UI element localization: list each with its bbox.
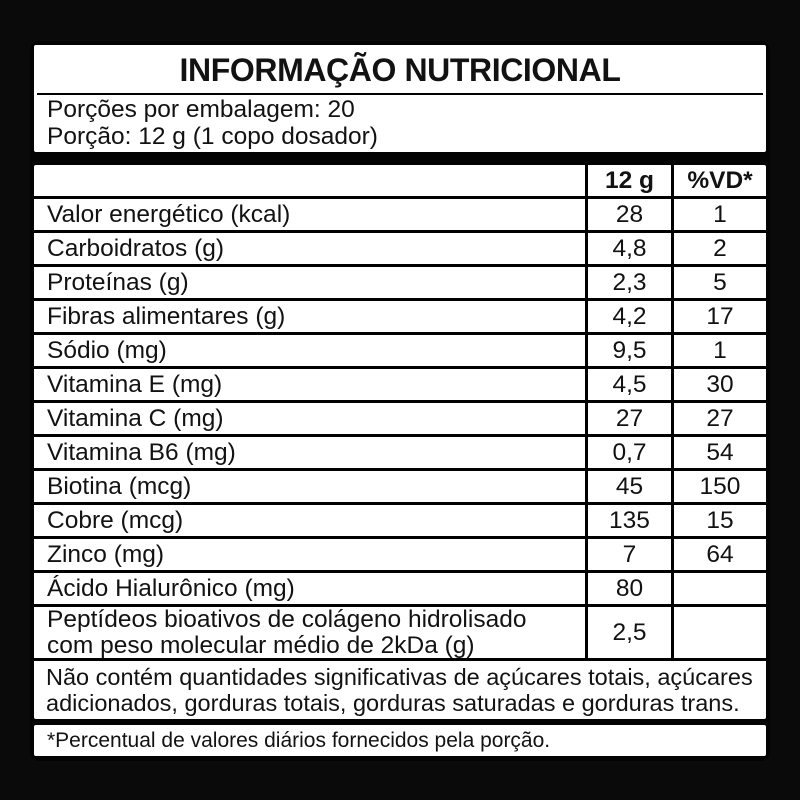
nutrient-amount: 2,3 <box>585 267 671 298</box>
nutrient-row: Biotina (mcg) 45 150 <box>34 471 766 505</box>
nutrient-amount: 135 <box>585 505 671 536</box>
nutrient-row: Vitamina E (mg) 4,5 30 <box>34 369 766 403</box>
column-header-nutrient <box>34 165 585 196</box>
label-header-box: INFORMAÇÃO NUTRICIONAL Porções por embal… <box>34 45 766 152</box>
table-header-row: 12 g %VD* <box>34 165 766 199</box>
nutrient-amount: 4,2 <box>585 301 671 332</box>
nutrient-name: Peptídeos bioativos de colágeno hidrolis… <box>47 606 527 659</box>
nutrient-amount: 27 <box>585 403 671 434</box>
nutrient-name: Fibras alimentares (g) <box>47 302 286 330</box>
nutrient-amount: 2,5 <box>585 607 671 659</box>
no-significant-amounts-note: Não contém quantidades significativas de… <box>46 664 753 716</box>
nutrient-amount: 7 <box>585 539 671 570</box>
serving-size: Porção: 12 g (1 copo dosador) <box>47 123 378 150</box>
nutrient-row: Peptídeos bioativos de colágeno hidrolis… <box>34 607 766 661</box>
nutrient-row: Fibras alimentares (g) 4,2 17 <box>34 301 766 335</box>
nutrient-dv: 150 <box>671 471 766 502</box>
nutrient-row: Ácido Hialurônico (mg) 80 <box>34 573 766 607</box>
nutrient-dv: 64 <box>671 539 766 570</box>
nutrient-dv <box>671 607 766 659</box>
nutrient-amount: 4,5 <box>585 369 671 400</box>
nutrient-name: Biotina (mcg) <box>47 472 192 500</box>
nutrient-row: Carboidratos (g) 4,8 2 <box>34 233 766 267</box>
title-divider <box>37 93 763 95</box>
label-title: INFORMAÇÃO NUTRICIONAL <box>179 52 621 88</box>
column-header-amount: 12 g <box>585 165 671 196</box>
daily-values-footnote: *Percentual de valores diários fornecido… <box>47 728 551 752</box>
nutrient-dv: 27 <box>671 403 766 434</box>
nutrient-amount: 4,8 <box>585 233 671 264</box>
nutrition-label: INFORMAÇÃO NUTRICIONAL Porções por embal… <box>30 41 770 761</box>
nutrition-table: 12 g %VD* Valor energético (kcal) 28 1 C… <box>34 165 766 661</box>
nutrient-amount: 0,7 <box>585 437 671 468</box>
nutrition-table-box: 12 g %VD* Valor energético (kcal) 28 1 C… <box>34 165 766 719</box>
nutrient-row: Valor energético (kcal) 28 1 <box>34 199 766 233</box>
footnote-box: *Percentual de valores diários fornecido… <box>34 725 766 756</box>
nutrient-dv: 30 <box>671 369 766 400</box>
nutrient-name: Vitamina B6 (mg) <box>47 438 236 466</box>
nutrient-row: Vitamina B6 (mg) 0,7 54 <box>34 437 766 471</box>
nutrient-row: Cobre (mcg) 135 15 <box>34 505 766 539</box>
nutrient-row: Sódio (mg) 9,5 1 <box>34 335 766 369</box>
nutrient-row: Vitamina C (mg) 27 27 <box>34 403 766 437</box>
nutrient-name: Sódio (mg) <box>47 336 167 364</box>
nutrient-name: Proteínas (g) <box>47 268 189 296</box>
nutrient-row: Proteínas (g) 2,3 5 <box>34 267 766 301</box>
nutrient-rows: Valor energético (kcal) 28 1 Carboidrato… <box>34 199 766 661</box>
serving-info: Porções por embalagem: 20 Porção: 12 g (… <box>34 96 766 150</box>
nutrient-name: Valor energético (kcal) <box>47 200 291 228</box>
nutrient-dv <box>671 573 766 604</box>
servings-per-package: Porções por embalagem: 20 <box>47 96 355 123</box>
nutrient-name: Vitamina E (mg) <box>47 370 223 398</box>
nutrient-dv: 1 <box>671 199 766 230</box>
nutrient-dv: 1 <box>671 335 766 366</box>
nutrient-dv: 17 <box>671 301 766 332</box>
nutrient-name: Cobre (mcg) <box>47 506 184 534</box>
nutrient-amount: 80 <box>585 573 671 604</box>
nutrient-amount: 45 <box>585 471 671 502</box>
nutrient-dv: 54 <box>671 437 766 468</box>
nutrient-name: Carboidratos (g) <box>47 234 225 262</box>
nutrient-dv: 2 <box>671 233 766 264</box>
nutrient-amount: 28 <box>585 199 671 230</box>
nutrient-dv: 5 <box>671 267 766 298</box>
nutrient-name: Zinco (mg) <box>47 540 165 568</box>
nutrient-name: Ácido Hialurônico (mg) <box>47 574 295 602</box>
column-header-dv: %VD* <box>671 165 766 196</box>
nutrient-row: Zinco (mg) 7 64 <box>34 539 766 573</box>
nutrient-name: Vitamina C (mg) <box>47 404 224 432</box>
nutrient-dv: 15 <box>671 505 766 536</box>
nutrient-amount: 9,5 <box>585 335 671 366</box>
